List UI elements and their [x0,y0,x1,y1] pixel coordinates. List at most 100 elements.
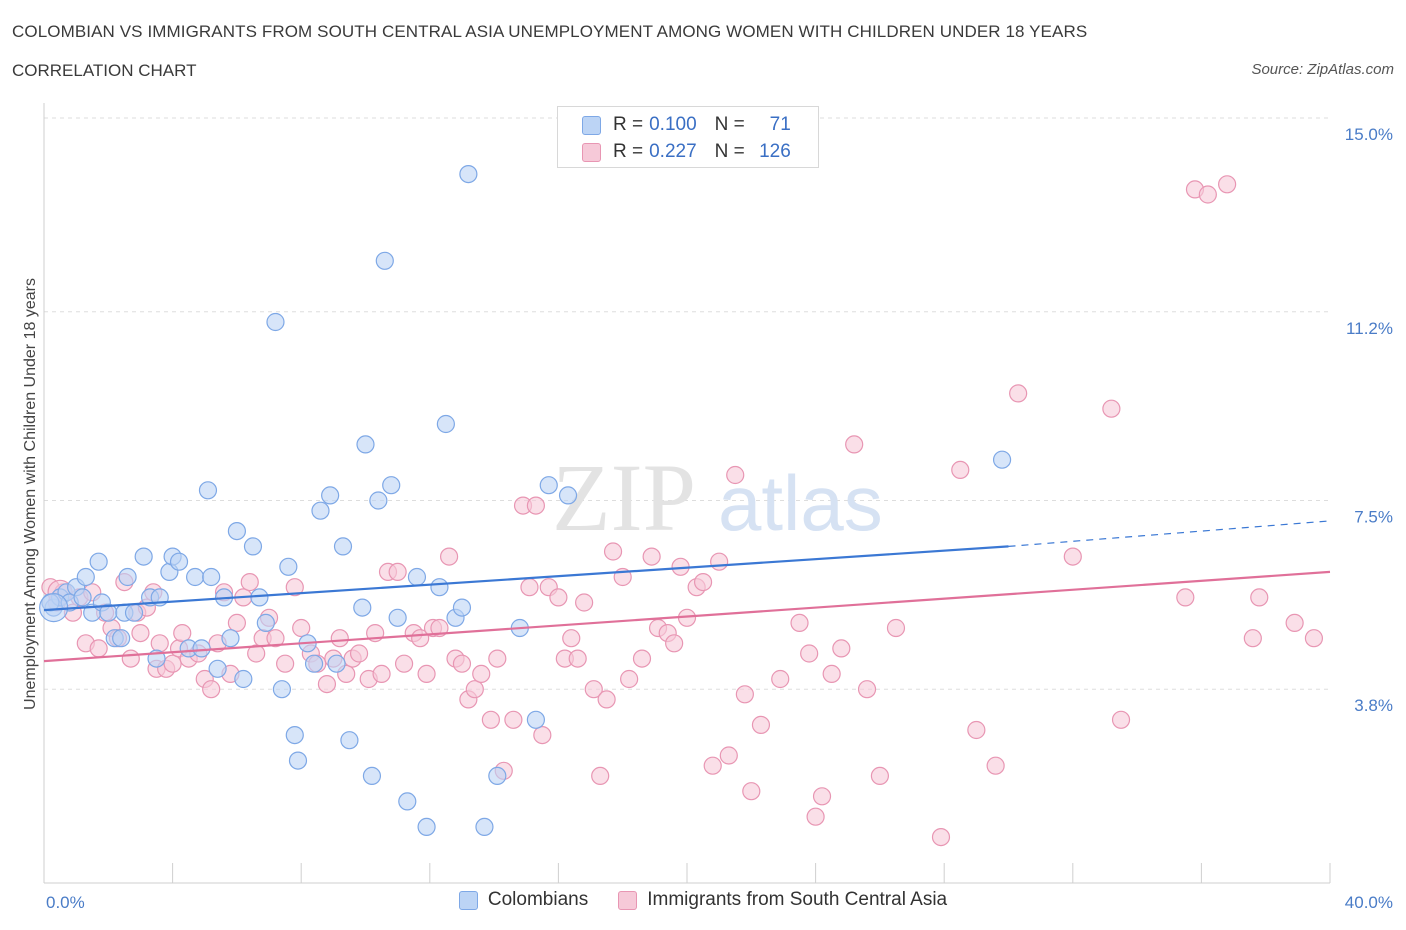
point-immigrants [870,766,890,786]
series-legend: Colombians Immigrants from South Central… [0,889,1406,911]
legend-n-value: 126 [759,141,791,162]
legend-item-immigrants: Immigrants from South Central Asia [618,889,947,911]
point-immigrants [693,572,713,592]
point-colombians [76,567,95,587]
point-immigrants [388,562,407,582]
point-immigrants [719,746,738,765]
point-colombians [202,567,221,587]
point-colombians [169,552,189,571]
point-immigrants [568,649,587,668]
point-immigrants [562,629,581,648]
point-colombians [539,476,558,495]
point-immigrants [465,680,484,699]
point-colombians [327,654,346,673]
point-colombians [452,598,472,617]
point-colombians [459,165,478,184]
point-colombians [198,481,218,500]
point-immigrants [703,756,722,775]
point-colombians [304,654,324,673]
point-colombians [362,766,382,786]
point-immigrants [394,654,414,673]
point-immigrants [285,578,304,597]
point-immigrants [276,654,295,673]
point-immigrants [857,680,877,699]
legend-label-immigrants: Immigrants from South Central Asia [647,889,948,910]
trend-immigrants [43,570,1331,663]
point-immigrants [575,593,594,612]
point-colombians [526,710,545,729]
legend-item-colombians: Colombians [458,889,588,911]
point-immigrants [591,766,610,786]
axes [43,103,1331,884]
chart-subtitle: CORRELATION CHART [12,61,197,80]
watermark: ZIP atlas [552,444,883,551]
x-tick-label: 0.0% [46,893,85,912]
point-immigrants [247,644,266,663]
point-immigrants [227,613,246,633]
legend-r-value: 0.100 [649,114,697,135]
point-colombians [266,312,285,332]
stats-legend: R = 0.100 N = 71 R = 0.227 N = 126 [557,106,819,168]
point-colombians [398,792,417,811]
point-colombians [288,751,308,770]
point-immigrants [452,654,472,673]
y-tick-label: 3.8% [1354,696,1393,715]
point-colombians [475,817,494,837]
point-colombians [118,567,137,587]
point-immigrants [832,639,851,658]
legend-swatch-blue [582,115,601,135]
y-tick-label: 11.2% [1346,319,1393,338]
legend-row-immigrants: R = 0.227 N = 126 [582,139,791,165]
point-immigrants [549,588,568,607]
y-tick-labels: 3.8% 7.5% 11.2% 15.0% [1345,125,1393,715]
point-immigrants [584,680,603,699]
point-immigrants [292,618,311,638]
y-tick-label: 15.0% [1345,125,1393,144]
point-colombians [436,414,455,434]
point-colombians [333,537,353,556]
point-colombians [430,578,449,597]
point-immigrants [89,639,108,658]
point-immigrants [822,664,841,684]
point-colombians [311,501,330,520]
trend-lines [43,520,1331,663]
point-immigrants [202,680,221,699]
point-immigrants [742,782,761,801]
point-immigrants [1285,613,1304,633]
point-immigrants [1218,175,1237,194]
point-colombians [272,680,292,699]
point-colombians [112,629,131,648]
legend-n-label: N = [714,114,745,135]
point-immigrants [481,710,500,729]
source-credit: Source: ZipAtlas.com [1251,61,1394,78]
point-immigrants [317,674,337,694]
point-colombians [356,435,375,454]
point-immigrants [603,542,623,561]
point-immigrants [951,460,970,479]
point-immigrants [886,618,906,638]
point-immigrants [620,669,639,689]
point-colombians [124,603,144,622]
point-colombians [73,588,92,607]
point-colombians [256,613,275,633]
y-tick-label: 7.5% [1354,508,1393,527]
point-immigrants [1009,384,1028,403]
point-immigrants [488,649,507,668]
point-colombians [388,608,407,627]
point-immigrants [163,654,182,673]
legend-r-value: 0.227 [649,141,697,162]
point-colombians [89,552,108,571]
point-colombians [375,251,394,270]
point-immigrants [266,629,285,648]
point-immigrants [1250,588,1269,607]
point-immigrants [806,807,825,826]
legend-swatch-pink [582,142,601,162]
point-immigrants [520,578,539,597]
point-colombians [340,731,359,750]
point-immigrants [504,710,523,729]
point-colombians [369,491,388,510]
point-colombians [227,521,246,541]
trend-colombians [43,545,1009,612]
point-immigrants [1176,588,1195,607]
